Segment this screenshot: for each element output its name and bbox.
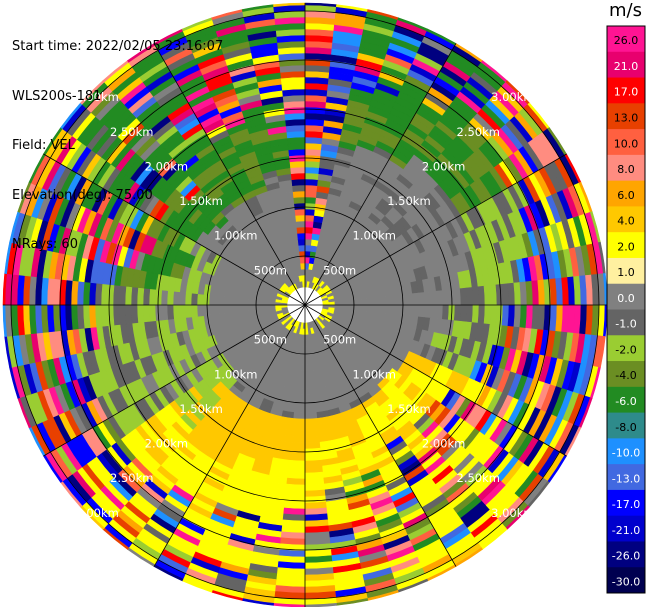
colorbar-tick-label: 4.0 [617, 215, 635, 228]
colorbar-tick-label: -1.0 [615, 318, 636, 331]
colorbar-tick-label: -8.0 [615, 421, 636, 434]
colorbar-tick-label: -21.0 [612, 524, 640, 537]
colorbar-tick-label: 13.0 [614, 111, 639, 124]
colorbar-tick-label: -10.0 [612, 447, 640, 460]
colorbar-tick-label: 21.0 [614, 60, 639, 73]
colorbar-tick-label: 1.0 [617, 266, 635, 279]
colorbar-tick-label: -6.0 [615, 395, 636, 408]
colorbar-tick-label: 17.0 [614, 86, 639, 99]
colorbar-tick-label: -17.0 [612, 498, 640, 511]
colorbar-tick-label: 2.0 [617, 240, 635, 253]
colorbar-tick-label: 0.0 [617, 292, 635, 305]
colorbar-tick-label: -2.0 [615, 343, 636, 356]
colorbar-tick-label: -30.0 [612, 575, 640, 588]
colorbar-tick-label: 8.0 [617, 163, 635, 176]
colorbar-tick-label: -4.0 [615, 369, 636, 382]
colorbar-tick-label: 26.0 [614, 34, 639, 47]
colorbar-tick-label: -26.0 [612, 550, 640, 563]
colorbar-tick-label: 10.0 [614, 137, 639, 150]
colorbar-tick-label: 6.0 [617, 189, 635, 202]
colorbar-tick-label: -13.0 [612, 472, 640, 485]
